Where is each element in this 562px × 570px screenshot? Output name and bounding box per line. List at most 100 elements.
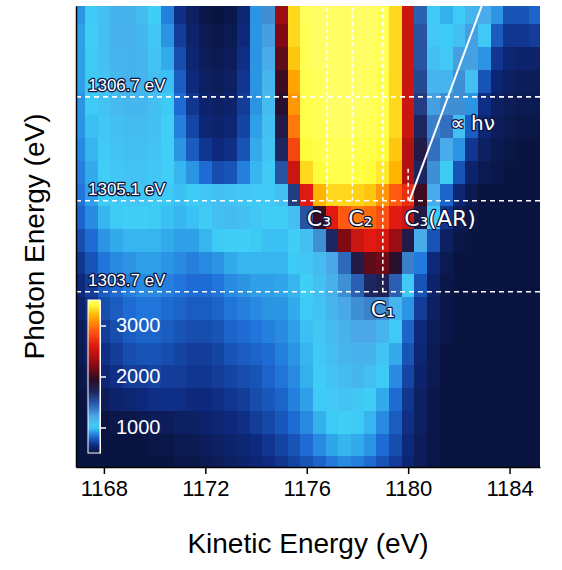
heat-cell: [161, 47, 174, 70]
heat-cell: [98, 228, 111, 251]
heat-cell: [262, 297, 275, 320]
heat-cell: [174, 410, 187, 433]
heat-cell: [427, 251, 440, 274]
heat-cell: [313, 183, 326, 206]
heat-cell: [186, 251, 199, 274]
heat-cell: [174, 251, 187, 274]
heat-cell: [148, 92, 161, 115]
heat-cell: [136, 456, 149, 467]
heat-cell: [288, 365, 301, 388]
heat-cell: [516, 365, 529, 388]
heat-cell: [110, 24, 123, 47]
heat-cell: [212, 319, 225, 342]
heat-cell: [516, 228, 529, 251]
heat-cell: [212, 251, 225, 274]
heat-cell: [427, 297, 440, 320]
heat-cell: [364, 24, 377, 47]
heat-cell: [313, 160, 326, 183]
heat-cell: [313, 342, 326, 365]
slope-line: [409, 6, 481, 201]
heat-cell: [288, 206, 301, 229]
heat-cell: [440, 228, 453, 251]
chart-root: 11681172117611801184Kinetic Energy (eV)P…: [0, 0, 562, 570]
heat-cell: [516, 433, 529, 456]
heat-cell: [313, 251, 326, 274]
heat-cell: [440, 6, 453, 24]
heat-cell: [212, 206, 225, 229]
x-axis: 11681172117611801184: [77, 467, 541, 501]
heat-cell: [85, 24, 98, 47]
heat-cell: [161, 206, 174, 229]
heat-cell: [478, 297, 491, 320]
heat-cell: [300, 160, 313, 183]
heat-cell: [174, 92, 187, 115]
heat-cell: [313, 319, 326, 342]
heat-cell: [364, 6, 377, 24]
heat-cell: [300, 47, 313, 70]
heat-cell: [288, 6, 301, 24]
x-tick-label: 1168: [81, 476, 128, 501]
heat-cell: [300, 6, 313, 24]
heat-cell: [98, 92, 111, 115]
heat-cell: [262, 115, 275, 138]
heat-cell: [516, 206, 529, 229]
heat-cell: [288, 319, 301, 342]
heat-cell: [237, 342, 250, 365]
heat-cell: [364, 251, 377, 274]
heat-cell: [465, 228, 478, 251]
x-tick-label: 1176: [284, 476, 331, 501]
heat-cell: [338, 342, 351, 365]
heat-cell: [465, 137, 478, 160]
heat-cell: [212, 433, 225, 456]
heat-cell: [224, 456, 237, 467]
heat-cell: [174, 433, 187, 456]
heat-cell: [313, 6, 326, 24]
heat-cell: [503, 251, 516, 274]
heat-cell: [414, 433, 427, 456]
v-dashed-line: [382, 6, 384, 292]
heat-cell: [237, 410, 250, 433]
x-tick-mark: [509, 467, 511, 474]
heat-cell: [427, 228, 440, 251]
heat-cell: [440, 137, 453, 160]
heat-cell: [212, 115, 225, 138]
heat-cell: [123, 456, 136, 467]
heat-cell: [174, 47, 187, 70]
heat-cell: [76, 319, 85, 342]
heat-cell: [465, 433, 478, 456]
heat-cell: [262, 47, 275, 70]
heat-cell: [237, 183, 250, 206]
heat-cell: [224, 69, 237, 92]
heat-cell: [148, 228, 161, 251]
heat-cell: [148, 456, 161, 467]
heat-cell: [76, 274, 85, 297]
heat-cell: [402, 137, 415, 160]
h-dashed-line: [76, 96, 540, 98]
heat-cell: [123, 6, 136, 24]
heat-cell: [440, 24, 453, 47]
heat-cell: [529, 6, 540, 24]
heat-cell: [414, 319, 427, 342]
heat-cell: [491, 228, 504, 251]
heat-cell: [212, 410, 225, 433]
heat-cell: [516, 183, 529, 206]
heat-cell: [275, 206, 288, 229]
colorbar: [88, 300, 100, 453]
heat-cell: [529, 297, 540, 320]
heat-cell: [529, 410, 540, 433]
heat-cell: [262, 69, 275, 92]
heat-cell: [453, 251, 466, 274]
heat-cell: [465, 183, 478, 206]
heat-cell: [186, 69, 199, 92]
heat-cell: [453, 137, 466, 160]
heat-cell: [250, 92, 263, 115]
heat-cell: [123, 47, 136, 70]
heat-cell: [338, 410, 351, 433]
heat-cell: [237, 137, 250, 160]
heat-cell: [402, 47, 415, 70]
heat-cell: [199, 365, 212, 388]
heat-cell: [376, 456, 389, 467]
heat-cell: [123, 228, 136, 251]
heat-cell: [414, 69, 427, 92]
heat-cell: [516, 47, 529, 70]
